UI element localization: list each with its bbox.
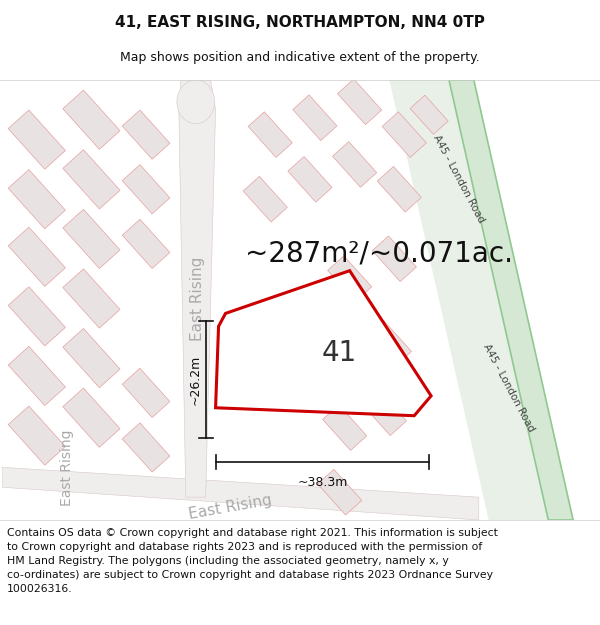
Polygon shape [215,271,431,416]
Text: East Rising: East Rising [190,256,205,341]
Polygon shape [243,176,287,222]
Polygon shape [8,406,65,465]
Text: A45 - London Road: A45 - London Road [481,342,536,434]
Text: 41: 41 [322,339,358,367]
Polygon shape [63,150,120,209]
Polygon shape [122,219,170,269]
Polygon shape [8,228,65,286]
Polygon shape [288,156,332,202]
Polygon shape [332,142,377,188]
Text: East Rising: East Rising [188,492,274,522]
Polygon shape [293,95,337,141]
Polygon shape [248,112,292,158]
Polygon shape [122,164,170,214]
Text: Map shows position and indicative extent of the property.: Map shows position and indicative extent… [120,51,480,64]
Text: East Rising: East Rising [59,429,74,506]
Polygon shape [63,388,120,448]
Polygon shape [122,110,170,159]
Polygon shape [449,80,573,520]
Polygon shape [382,112,427,158]
Polygon shape [8,287,65,346]
Ellipse shape [177,80,215,124]
Polygon shape [122,368,170,418]
Text: ~38.3m: ~38.3m [297,476,347,489]
Polygon shape [63,269,120,328]
Polygon shape [179,80,215,497]
Text: A45 - London Road: A45 - London Road [431,134,487,225]
Polygon shape [8,346,65,406]
Text: ~26.2m: ~26.2m [188,354,202,404]
Polygon shape [328,335,372,381]
Polygon shape [122,423,170,472]
Polygon shape [323,405,367,451]
Text: ~287m²/~0.071ac.: ~287m²/~0.071ac. [245,240,514,268]
Polygon shape [63,209,120,269]
Polygon shape [63,90,120,149]
Polygon shape [63,329,120,388]
Polygon shape [2,468,479,520]
Polygon shape [328,256,372,301]
Polygon shape [367,321,412,366]
Polygon shape [8,110,65,169]
Polygon shape [389,80,573,520]
Polygon shape [8,169,65,229]
Polygon shape [362,390,407,436]
Text: 41, EAST RISING, NORTHAMPTON, NN4 0TP: 41, EAST RISING, NORTHAMPTON, NN4 0TP [115,15,485,30]
Text: Contains OS data © Crown copyright and database right 2021. This information is : Contains OS data © Crown copyright and d… [7,528,498,594]
Polygon shape [377,166,421,212]
Polygon shape [372,236,416,282]
Polygon shape [338,79,382,124]
Polygon shape [410,95,448,134]
Polygon shape [317,469,362,515]
